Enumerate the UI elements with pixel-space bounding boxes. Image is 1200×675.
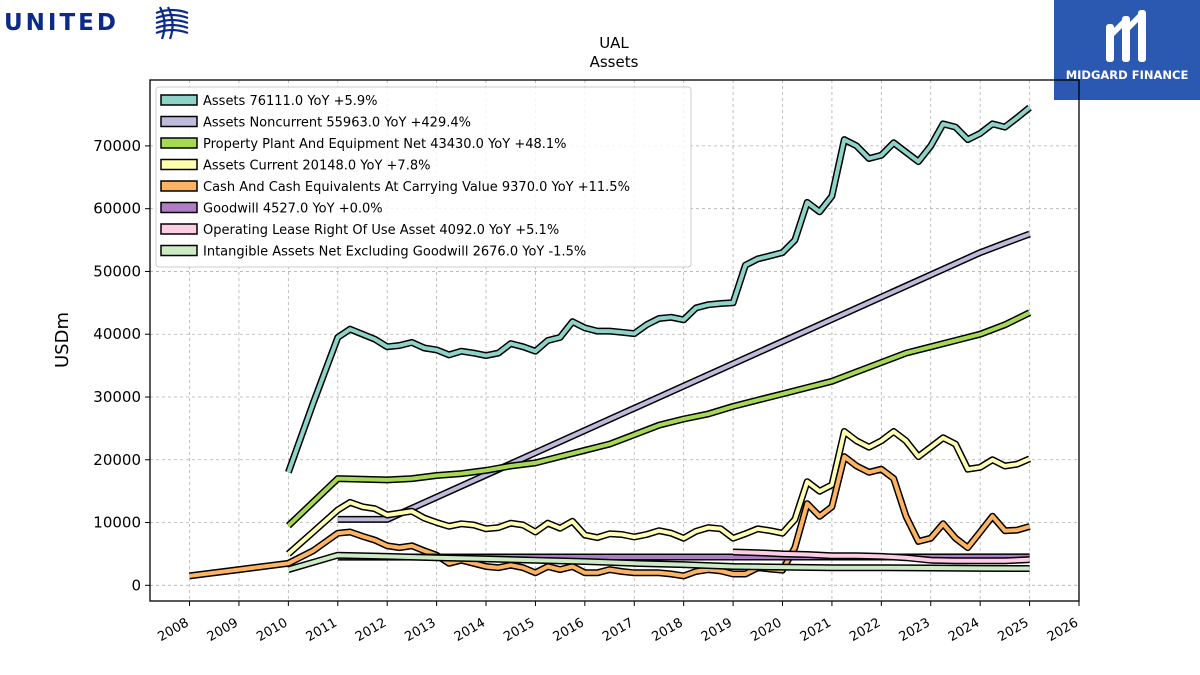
y-tick-label: 40000 [93, 325, 141, 343]
x-tick-label: 2018 [650, 615, 686, 645]
legend-label: Operating Lease Right Of Use Asset 4092.… [203, 223, 559, 238]
x-tick-label: 2020 [748, 615, 784, 645]
y-tick-label: 0 [131, 576, 141, 594]
chart-subtitle: Assets [590, 53, 639, 71]
y-tick-label: 50000 [93, 262, 141, 280]
x-axis: 2008 2009 2010 2011 2012 2013 2014 2015 2016 2017… [155, 601, 1081, 645]
series-line [189, 454, 1031, 578]
series-property-plant-and-equipment-net [285, 309, 1032, 529]
plot-frame [149, 79, 1080, 602]
series-cash-and-cash-equivalents-at-carrying-value [189, 453, 1031, 580]
legend-item: Assets 76111.0 YoY +5.9% [160, 94, 378, 109]
legend-swatch [160, 94, 198, 106]
y-tick-label: 70000 [93, 137, 141, 155]
midgard-emblem-icon [1106, 10, 1146, 62]
x-tick-label: 2022 [847, 615, 883, 645]
legend-item: Property Plant And Equipment Net 43430.0… [160, 137, 567, 152]
series-line [733, 550, 1030, 563]
y-tick-label: 60000 [93, 200, 141, 218]
y-axis: 0 10000 20000 30000 40000 50000 60000 70000 [93, 137, 150, 594]
united-logo-text: UNITED [4, 10, 119, 36]
series-lines [189, 104, 1032, 580]
legend-swatch [160, 137, 198, 149]
legend-label: Intangible Assets Net Excluding Goodwill… [203, 245, 586, 260]
x-tick-label: 2011 [304, 615, 340, 645]
legend-item: Assets Current 20148.0 YoY +7.8% [160, 158, 430, 174]
legend-label: Assets 76111.0 YoY +5.9% [203, 94, 378, 109]
x-tick-label: 2019 [699, 615, 735, 645]
legend-item: Assets Noncurrent 55963.0 YoY +429.4% [160, 115, 471, 131]
legend-label: Cash And Cash Equivalents At Carrying Va… [203, 180, 630, 195]
y-axis-label: USDm [52, 312, 73, 368]
y-tick-label: 30000 [93, 388, 141, 406]
legend-swatch [160, 201, 198, 214]
legend-swatch [160, 115, 198, 128]
x-tick-label: 2024 [946, 615, 982, 645]
x-tick-label: 2010 [254, 615, 290, 645]
legend-swatch [160, 158, 198, 171]
series-assets-current [286, 428, 1031, 557]
legend-item: Intangible Assets Net Excluding Goodwill… [160, 244, 586, 260]
legend-label: Goodwill 4527.0 YoY +0.0% [203, 202, 383, 217]
legend-swatch [160, 180, 198, 192]
x-tick-label: 2008 [155, 615, 191, 645]
x-tick-label: 2026 [1045, 615, 1081, 645]
legend-label: Property Plant And Equipment Net 43430.0… [203, 137, 567, 152]
x-tick-label: 2021 [798, 615, 834, 645]
series-line [287, 429, 1031, 556]
legend: Assets 76111.0 YoY +5.9% Assets Noncurren… [155, 86, 692, 268]
legend-item: Goodwill 4527.0 YoY +0.0% [160, 201, 383, 217]
legend-item: Cash And Cash Equivalents At Carrying Va… [160, 180, 630, 195]
globe-icon [154, 5, 190, 41]
series-line [337, 232, 1031, 522]
legend-item: Operating Lease Right Of Use Asset 4092.… [160, 223, 559, 238]
united-logo: UNITED [4, 4, 199, 42]
series-assets [285, 104, 1032, 474]
x-tick-label: 2023 [897, 615, 933, 645]
x-tick-label: 2017 [600, 615, 636, 645]
midgard-finance-text: MIDGARD FINANCE [1065, 68, 1189, 82]
midgard-finance-logo: MIDGARD FINANCE [1054, 0, 1200, 100]
series-intangible-assets-net-excluding-goodwill [287, 551, 1030, 573]
legend-swatch [160, 244, 198, 257]
series-line [286, 106, 1031, 473]
legend-label: Assets Noncurrent 55963.0 YoY +429.4% [203, 116, 471, 131]
x-tick-label: 2009 [205, 615, 241, 645]
x-tick-label: 2015 [501, 615, 537, 645]
y-tick-label: 20000 [93, 451, 141, 469]
legend-swatch [160, 223, 198, 235]
series-line [287, 553, 1030, 572]
series-operating-lease-right-of-use-asset [733, 548, 1030, 565]
x-tick-label: 2025 [995, 615, 1031, 645]
x-tick-label: 2012 [353, 615, 389, 645]
y-tick-label: 10000 [93, 514, 141, 532]
x-tick-label: 2013 [402, 615, 438, 645]
x-tick-label: 2016 [551, 615, 587, 645]
series-assets-noncurrent [337, 230, 1031, 523]
legend-label: Assets Current 20148.0 YoY +7.8% [203, 159, 430, 174]
legend-box [155, 86, 692, 268]
chart-title: UAL [599, 34, 629, 52]
series-line [287, 310, 1031, 528]
x-tick-label: 2014 [452, 615, 488, 645]
